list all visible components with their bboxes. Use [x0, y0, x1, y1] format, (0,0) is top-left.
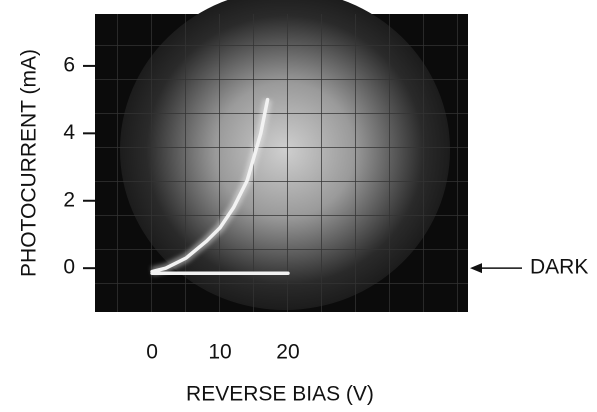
- y-tick-label: 0: [63, 256, 75, 279]
- x-tick-label: 20: [276, 341, 299, 364]
- x-tick-label: 0: [146, 341, 158, 364]
- trace: [150, 97, 270, 274]
- x-tick-label: 10: [208, 341, 231, 364]
- y-axis-label: PHOTOCURRENT (mA): [18, 49, 41, 277]
- annotation: DARK: [530, 256, 588, 279]
- y-tick-label: 6: [63, 53, 75, 76]
- scope-grid: [95, 14, 468, 312]
- annotation-arrowhead: [470, 263, 482, 274]
- x-axis-label: REVERSE BIAS (V): [186, 383, 374, 406]
- y-tick-label: 4: [63, 121, 75, 144]
- y-tick-label: 2: [63, 188, 75, 211]
